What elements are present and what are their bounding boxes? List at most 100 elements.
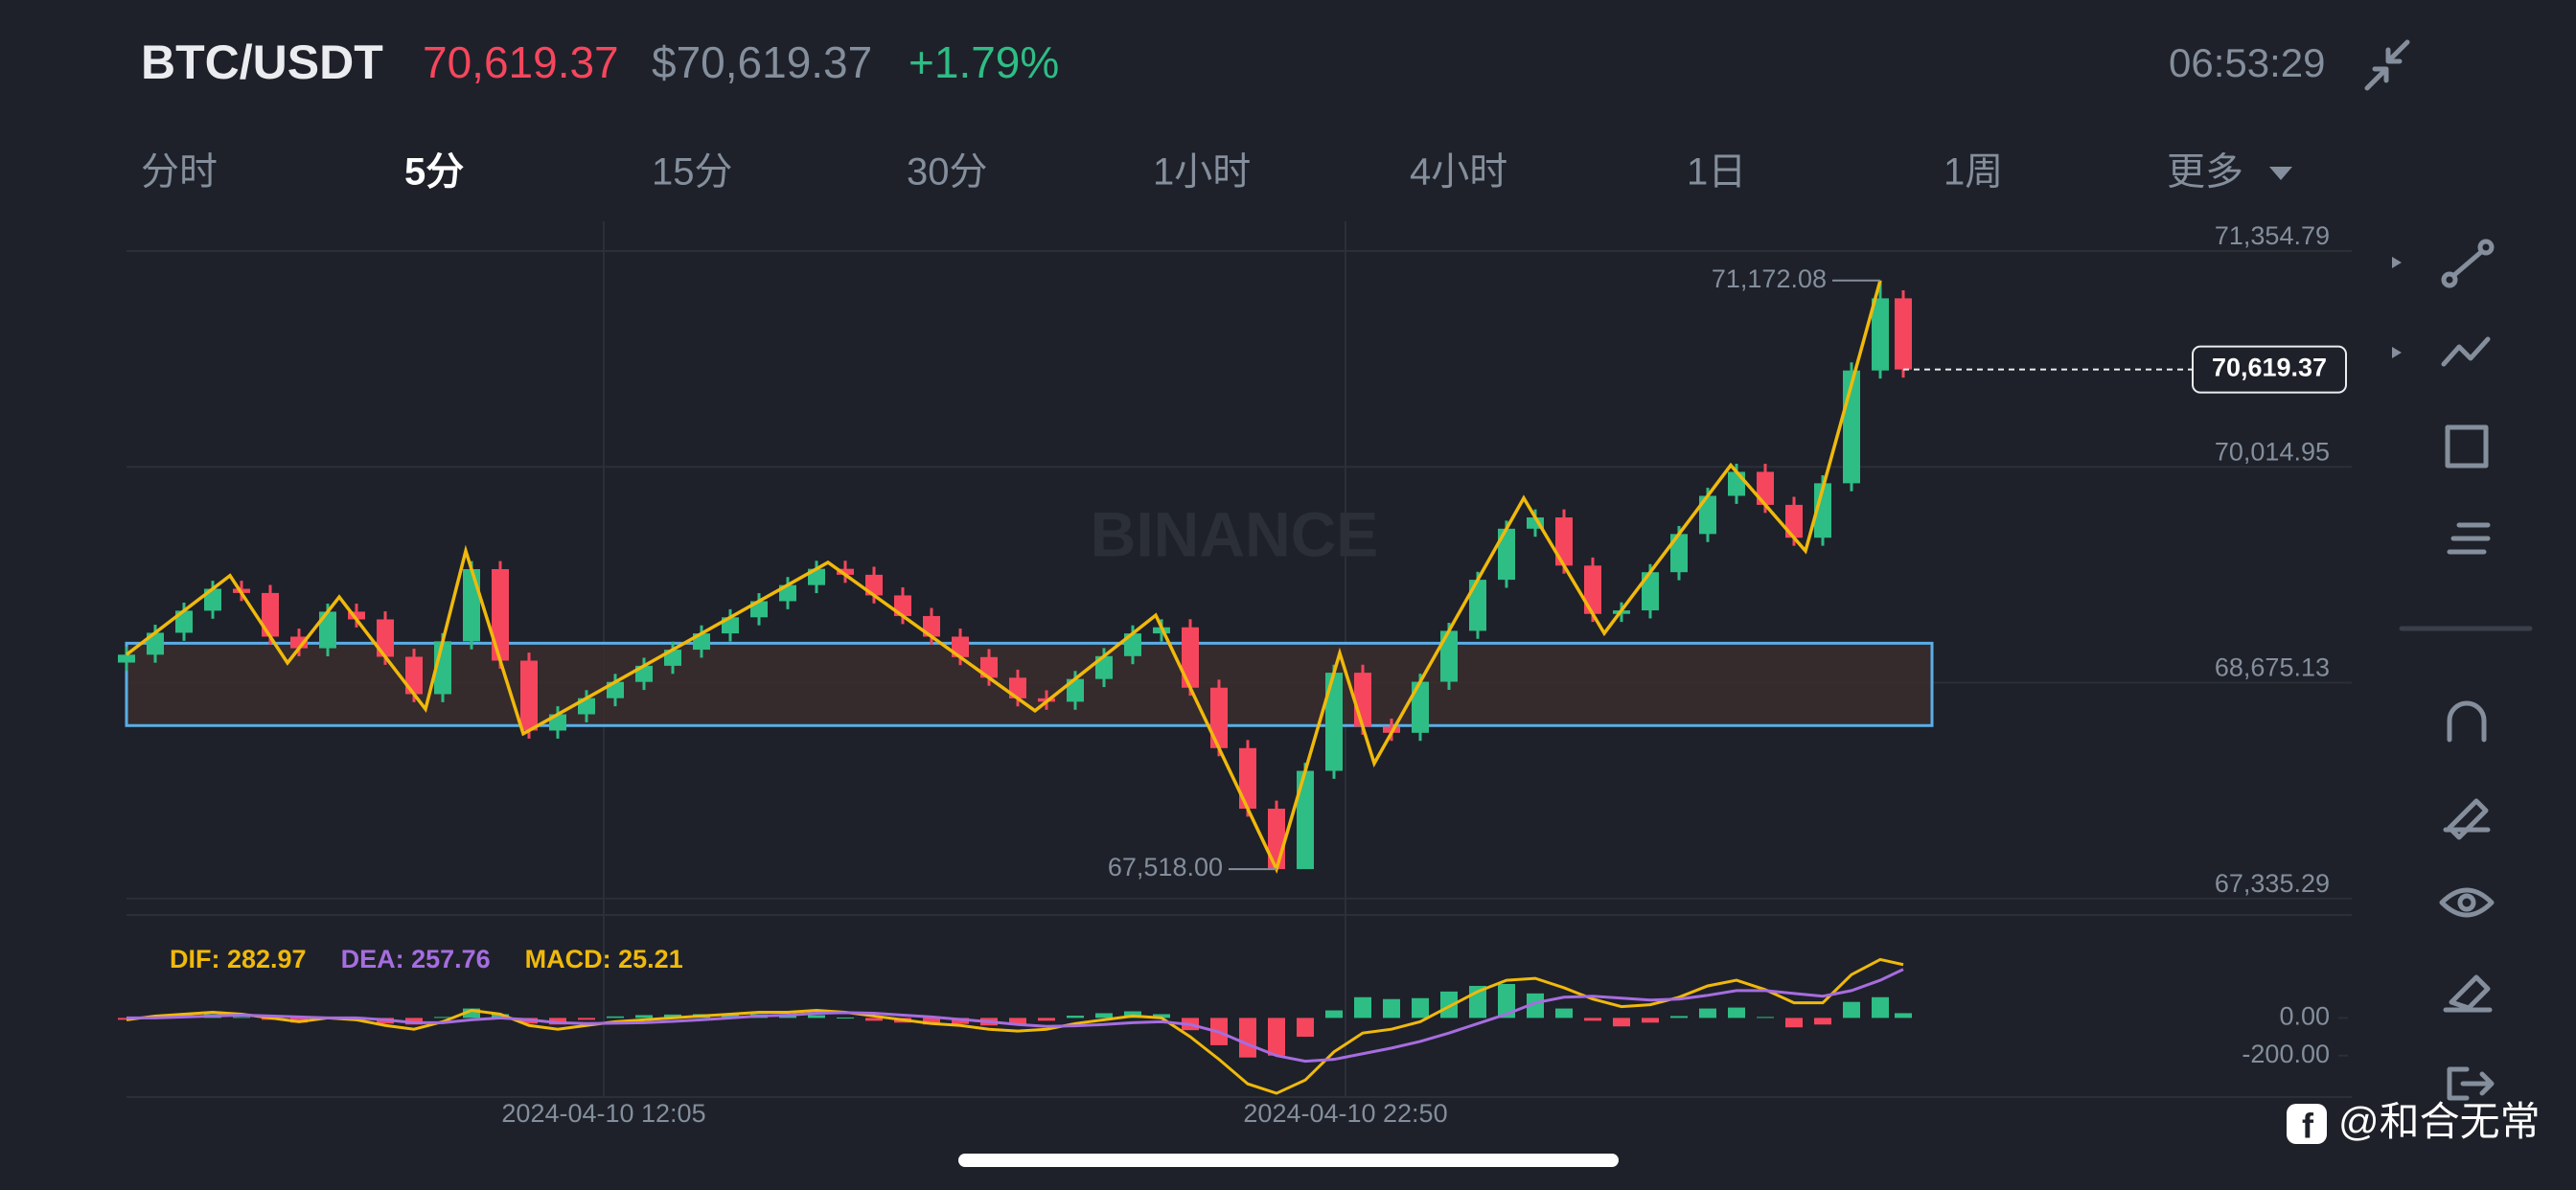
candle-body: [1785, 504, 1803, 538]
candle-body: [1699, 495, 1716, 535]
macd-bar: [1527, 993, 1544, 1018]
interval-tab[interactable]: 1日: [1687, 151, 1746, 194]
interval-tab[interactable]: 更多: [2167, 151, 2243, 194]
collapse-icon[interactable]: [2364, 39, 2410, 91]
wave-tool[interactable]: [2441, 336, 2491, 367]
eraser-tool[interactable]: [2443, 974, 2493, 1013]
macd-bar: [1613, 1018, 1630, 1027]
toolbar: [2392, 239, 2533, 1101]
watermark: BINANCE: [1091, 498, 1379, 569]
candle-body: [1555, 517, 1573, 566]
macd-bar: [607, 1016, 624, 1018]
symbol: BTC/USDT: [141, 35, 383, 89]
candle-body: [1095, 655, 1113, 679]
macd-bar: [722, 1014, 739, 1018]
line-tool[interactable]: [2441, 239, 2495, 288]
interval-tab[interactable]: 分时: [141, 151, 218, 194]
max-label: 71,172.08: [1712, 264, 1827, 293]
magnet-tool[interactable]: [2447, 700, 2487, 743]
pencil-tool[interactable]: [2443, 798, 2491, 840]
change: +1.79%: [908, 37, 1059, 87]
candle-body: [1872, 298, 1889, 371]
y-tick-label: 67,335.29: [2215, 869, 2330, 898]
tool-arrow[interactable]: [2392, 347, 2402, 358]
candle-body: [837, 568, 854, 575]
macd-bar: [1728, 1007, 1745, 1018]
interval-tab[interactable]: 30分: [907, 151, 988, 194]
candle-body: [204, 588, 221, 611]
macd-bar: [1325, 1010, 1343, 1018]
macd-bar: [1354, 996, 1371, 1018]
macd-bar: [1498, 984, 1515, 1018]
macd-bar: [1009, 1018, 1026, 1025]
macd-bar: [1268, 1018, 1285, 1056]
shape-tool[interactable]: [2445, 424, 2489, 469]
macd-bar: [1555, 1008, 1573, 1018]
candle-body: [348, 611, 365, 620]
candle-body: [980, 656, 998, 678]
interval-tab[interactable]: 1周: [1944, 151, 2003, 194]
macd-bar: [1412, 997, 1429, 1018]
candle-body: [1354, 673, 1371, 727]
candle-body: [1469, 580, 1486, 631]
macd-line: [126, 957, 1904, 1095]
candle-body: [262, 592, 279, 637]
candle-body: [1124, 633, 1141, 656]
candle-body: [118, 654, 135, 663]
candle-body: [1412, 681, 1429, 733]
fib-tool[interactable]: [2447, 522, 2491, 555]
interval-tabs: 分时 5分 15分 30分 1小时 4小时 1日 1周 更多: [141, 151, 2243, 194]
macd-bar: [1814, 1018, 1831, 1025]
candle-body: [1325, 673, 1343, 771]
interval-tab[interactable]: 5分: [404, 151, 464, 194]
macd-bar: [1067, 1016, 1084, 1018]
facebook-f: f: [2302, 1107, 2314, 1146]
candle-body: [147, 632, 164, 655]
macd-bar: [1239, 1018, 1256, 1058]
last-price-label: 70,619.37: [2212, 354, 2327, 382]
candle-body: [1239, 747, 1256, 810]
candle-body: [1757, 471, 1774, 505]
clock: 06:53:29: [2169, 40, 2326, 85]
tool-arrow[interactable]: [2392, 257, 2402, 268]
candle-body: [1584, 565, 1601, 614]
last-price-box: [2192, 345, 2347, 394]
interval-tab[interactable]: 15分: [652, 151, 733, 194]
candle-body: [319, 611, 336, 649]
macd-bar: [1095, 1013, 1113, 1018]
macd-bar: [492, 1014, 509, 1018]
interval-tab[interactable]: 1小时: [1153, 151, 1251, 194]
macd-bar: [1153, 1014, 1170, 1018]
candle-body: [1814, 483, 1831, 538]
dropdown-arrow[interactable]: [2269, 167, 2292, 180]
candle-body: [1642, 572, 1659, 611]
facebook-logo: [2287, 1104, 2327, 1144]
min-label: 67,518.00: [1108, 853, 1223, 881]
candle-body: [1498, 528, 1515, 581]
chart: 71,354.79 70,014.95 68,675.13 67,335.29 2024…: [118, 221, 2352, 1128]
macd-bar: [1785, 1018, 1803, 1028]
candle-body: [1297, 770, 1314, 870]
candle-body: [520, 660, 538, 731]
candle-body: [377, 619, 394, 657]
candle-body: [1670, 534, 1688, 573]
candle-body: [492, 569, 509, 661]
candle-body: [463, 569, 480, 642]
macd-bar: [1642, 1018, 1659, 1023]
candle-body: [1210, 687, 1228, 748]
macd-bar: [1699, 1008, 1716, 1018]
interval-tab[interactable]: 4小时: [1410, 151, 1507, 194]
y-tick-label: 70,014.95: [2215, 437, 2330, 466]
eye-tool[interactable]: [2439, 887, 2495, 918]
macd-bar: [664, 1014, 681, 1018]
exit-tool[interactable]: [2447, 1066, 2495, 1101]
macd-line: [126, 968, 1904, 1064]
candle-body: [1009, 677, 1026, 698]
macd-bar: [952, 1018, 969, 1024]
macd-bar: [1757, 1017, 1774, 1018]
candle-body: [405, 656, 423, 695]
footer-credit: @和合无常: [2338, 1099, 2541, 1144]
macd-bar: [923, 1018, 940, 1025]
usd-price: $70,619.37: [652, 37, 872, 87]
